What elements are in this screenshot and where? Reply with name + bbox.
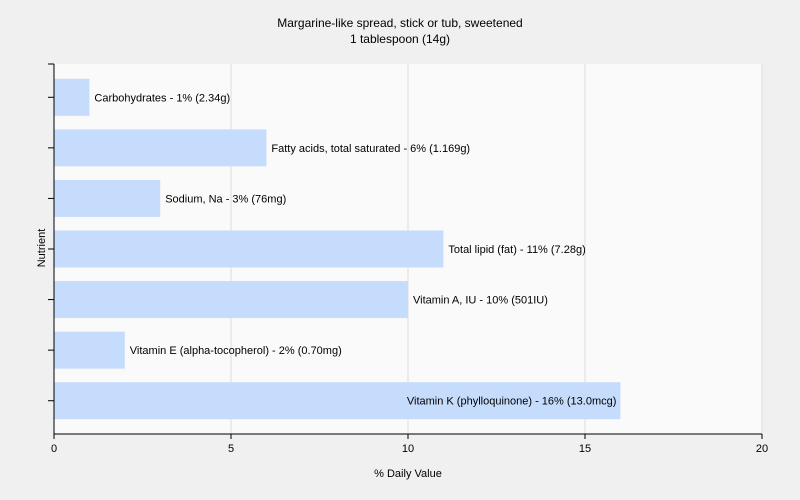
- bar-label: Fatty acids, total saturated - 6% (1.169…: [271, 143, 470, 155]
- x-tick-label: 15: [579, 443, 591, 455]
- bar: [54, 78, 90, 116]
- x-axis-label: % Daily Value: [374, 468, 442, 480]
- bar: [54, 331, 125, 369]
- bar-label: Carbohydrates - 1% (2.34g): [94, 92, 230, 104]
- y-axis-label: Nutrient: [36, 229, 48, 268]
- bar-label: Vitamin E (alpha-tocopherol) - 2% (0.70m…: [130, 345, 342, 357]
- bar: [54, 179, 161, 217]
- bar: [54, 382, 621, 420]
- bar-label: Sodium, Na - 3% (76mg): [165, 193, 286, 205]
- x-tick-label: 10: [402, 443, 414, 455]
- bar: [54, 129, 267, 167]
- bar: [54, 281, 408, 319]
- axes: 0 5 10 15 20: [48, 63, 768, 455]
- bar-label: Total lipid (fat) - 11% (7.28g): [448, 244, 585, 256]
- x-tick-label: 5: [228, 443, 234, 455]
- bar-label: Vitamin K (phylloquinone) - 16% (13.0mcg…: [407, 396, 617, 408]
- bar-label: Vitamin A, IU - 10% (501IU): [413, 295, 548, 307]
- x-tick-label: 0: [51, 443, 57, 455]
- x-tick-label: 20: [756, 443, 768, 455]
- bar: [54, 230, 444, 268]
- bars: Carbohydrates - 1% (2.34g) Fatty acids, t…: [54, 78, 621, 420]
- chart-subtitle: 1 tablespoon (14g): [349, 32, 451, 46]
- chart-title: Margarine-like spread, stick or tub, swe…: [277, 16, 523, 30]
